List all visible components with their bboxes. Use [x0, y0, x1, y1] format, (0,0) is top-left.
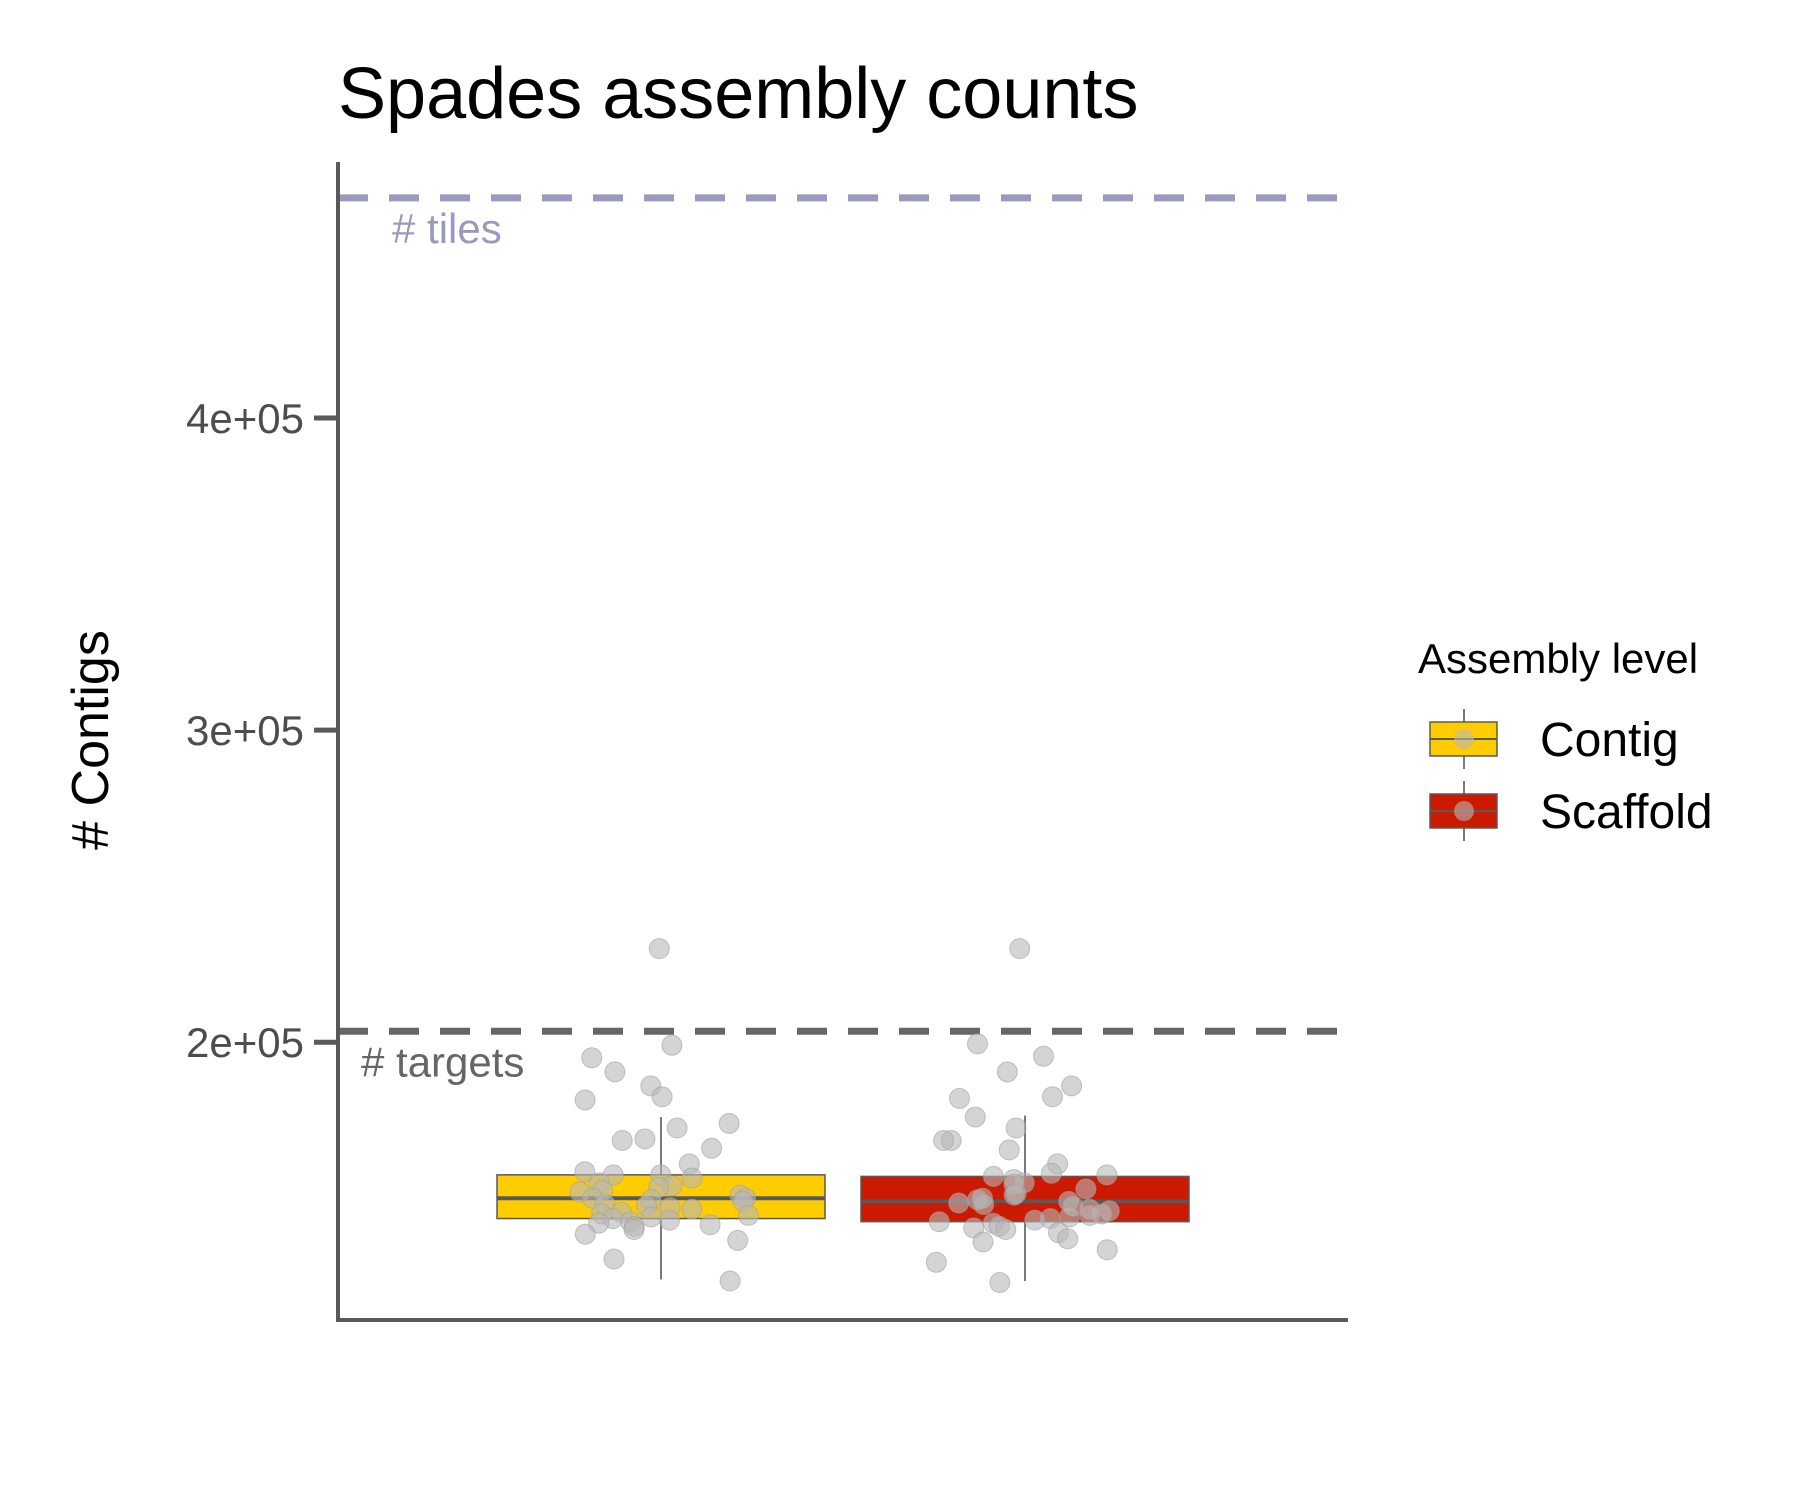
reference-line-label: # tiles: [392, 205, 502, 252]
data-point: [925, 1251, 947, 1273]
legend-entry-label: Contig: [1540, 714, 1679, 767]
data-point: [623, 1219, 645, 1240]
data-point: [1040, 1162, 1062, 1184]
data-point: [1061, 1075, 1083, 1097]
legend-entries: Contig Scaffold: [1429, 709, 1713, 841]
data-point: [998, 1139, 1020, 1161]
data-point: [972, 1231, 994, 1253]
data-point: [1096, 1164, 1118, 1186]
data-point: [1075, 1178, 1097, 1200]
chart-title: Spades assembly counts: [338, 54, 1138, 134]
reference-lines: # tiles # targets: [338, 194, 1340, 1085]
data-point: [581, 1047, 603, 1069]
data-point: [964, 1106, 986, 1128]
data-point: [928, 1211, 950, 1233]
data-point: [701, 1137, 723, 1159]
data-point: [681, 1198, 703, 1220]
data-point: [1079, 1204, 1101, 1226]
legend-entry-label: Scaffold: [1540, 786, 1713, 839]
data-point: [648, 938, 670, 960]
data-point: [995, 1219, 1017, 1240]
data-point: [611, 1130, 633, 1151]
legend-key-point: [1454, 729, 1474, 749]
data-point: [996, 1061, 1018, 1083]
data-point: [604, 1061, 626, 1083]
y-axis-ticks: 2e+05 3e+05 4e+05: [186, 395, 338, 1066]
legend-title: Assembly level: [1418, 635, 1698, 682]
y-tick-label: 2e+05: [186, 1019, 304, 1066]
y-axis-label: # Contigs: [62, 630, 120, 850]
legend-key-point: [1454, 801, 1474, 821]
data-point: [574, 1089, 596, 1111]
data-point: [737, 1204, 759, 1226]
legend-entry: Scaffold: [1429, 781, 1713, 841]
data-point: [661, 1034, 683, 1056]
data-point: [727, 1229, 749, 1251]
legend-entry: Contig: [1429, 709, 1679, 769]
data-point: [967, 1033, 988, 1055]
data-point: [681, 1167, 703, 1189]
data-point: [1057, 1228, 1079, 1250]
data-point: [1033, 1045, 1054, 1067]
data-point: [719, 1270, 741, 1292]
data-point: [1042, 1086, 1063, 1108]
data-point: [574, 1223, 596, 1245]
legend: Assembly level Contig Scaffold: [1418, 635, 1713, 841]
data-point: [574, 1161, 596, 1183]
data-point: [989, 1272, 1011, 1293]
data-point: [948, 1192, 970, 1214]
data-point: [1024, 1209, 1046, 1231]
data-point: [1003, 1184, 1025, 1206]
data-point: [603, 1248, 625, 1270]
data-point: [634, 1128, 656, 1150]
data-point: [1005, 1117, 1027, 1139]
reference-line-label: # targets: [361, 1038, 524, 1085]
data-point: [949, 1087, 970, 1109]
data-point: [699, 1214, 721, 1236]
data-point: [983, 1165, 1004, 1187]
y-tick-label: 4e+05: [186, 395, 304, 442]
data-point: [666, 1117, 688, 1139]
data-points: [569, 938, 1120, 1293]
data-point: [973, 1194, 995, 1215]
data-point: [651, 1086, 673, 1108]
data-point: [659, 1209, 680, 1231]
data-point: [933, 1130, 955, 1151]
data-point: [1096, 1239, 1118, 1261]
data-point: [1009, 938, 1031, 960]
y-tick-label: 3e+05: [186, 707, 304, 754]
data-point: [718, 1112, 740, 1134]
